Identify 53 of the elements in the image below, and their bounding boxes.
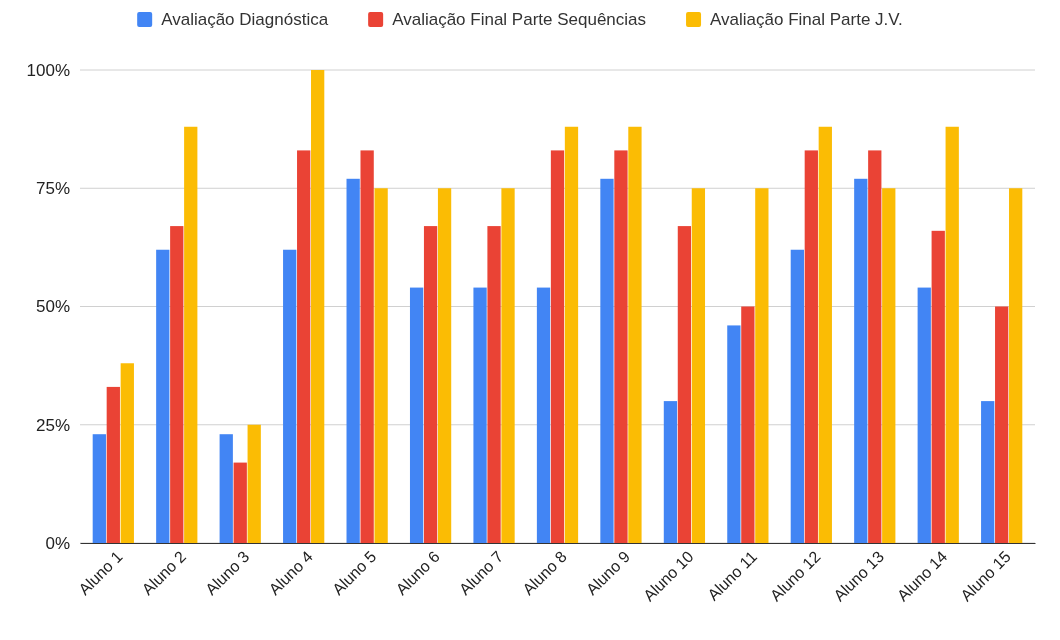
bar xyxy=(663,401,678,543)
bar xyxy=(882,188,896,543)
bar xyxy=(691,188,706,543)
bar xyxy=(931,230,945,543)
bar xyxy=(741,306,755,543)
bar xyxy=(423,226,438,543)
bar xyxy=(219,434,233,543)
bar xyxy=(628,126,642,543)
bar xyxy=(536,287,551,543)
bar xyxy=(283,249,297,543)
bar xyxy=(409,287,424,543)
bar xyxy=(120,363,134,543)
bar xyxy=(600,178,614,543)
y-tick-label: 0% xyxy=(45,533,70,553)
bar xyxy=(247,424,261,543)
bar xyxy=(501,188,515,543)
bar xyxy=(487,226,501,543)
bar xyxy=(1009,188,1023,543)
bar xyxy=(818,126,832,543)
bar xyxy=(437,188,452,543)
bar xyxy=(804,150,818,543)
bar xyxy=(790,249,804,543)
bar xyxy=(564,126,579,543)
y-tick-label: 75% xyxy=(35,179,70,199)
bar xyxy=(170,226,184,543)
bar xyxy=(755,188,769,543)
bar xyxy=(473,287,487,543)
bar xyxy=(297,150,311,543)
bar xyxy=(374,188,388,543)
bar xyxy=(945,126,959,543)
bar xyxy=(917,287,931,543)
bar xyxy=(550,150,565,543)
bar xyxy=(184,126,198,543)
bar xyxy=(727,325,741,543)
y-tick-label: 50% xyxy=(35,297,70,317)
bar xyxy=(995,306,1009,543)
y-tick-label: 100% xyxy=(26,60,70,80)
bar xyxy=(360,150,374,543)
y-tick-label: 25% xyxy=(35,415,70,435)
legend-label: Avaliação Final Parte Sequências xyxy=(392,10,647,29)
bar xyxy=(233,462,247,543)
bar xyxy=(106,386,120,543)
bar xyxy=(868,150,882,543)
bar xyxy=(346,178,360,543)
bar xyxy=(854,178,868,543)
bar xyxy=(92,434,106,543)
bar xyxy=(981,401,995,543)
bar xyxy=(614,150,628,543)
legend-label: Avaliação Diagnóstica xyxy=(161,10,329,29)
bar xyxy=(677,226,692,543)
bar xyxy=(311,70,325,543)
legend-label: Avaliação Final Parte J.V. xyxy=(710,10,903,29)
bar xyxy=(156,249,170,543)
